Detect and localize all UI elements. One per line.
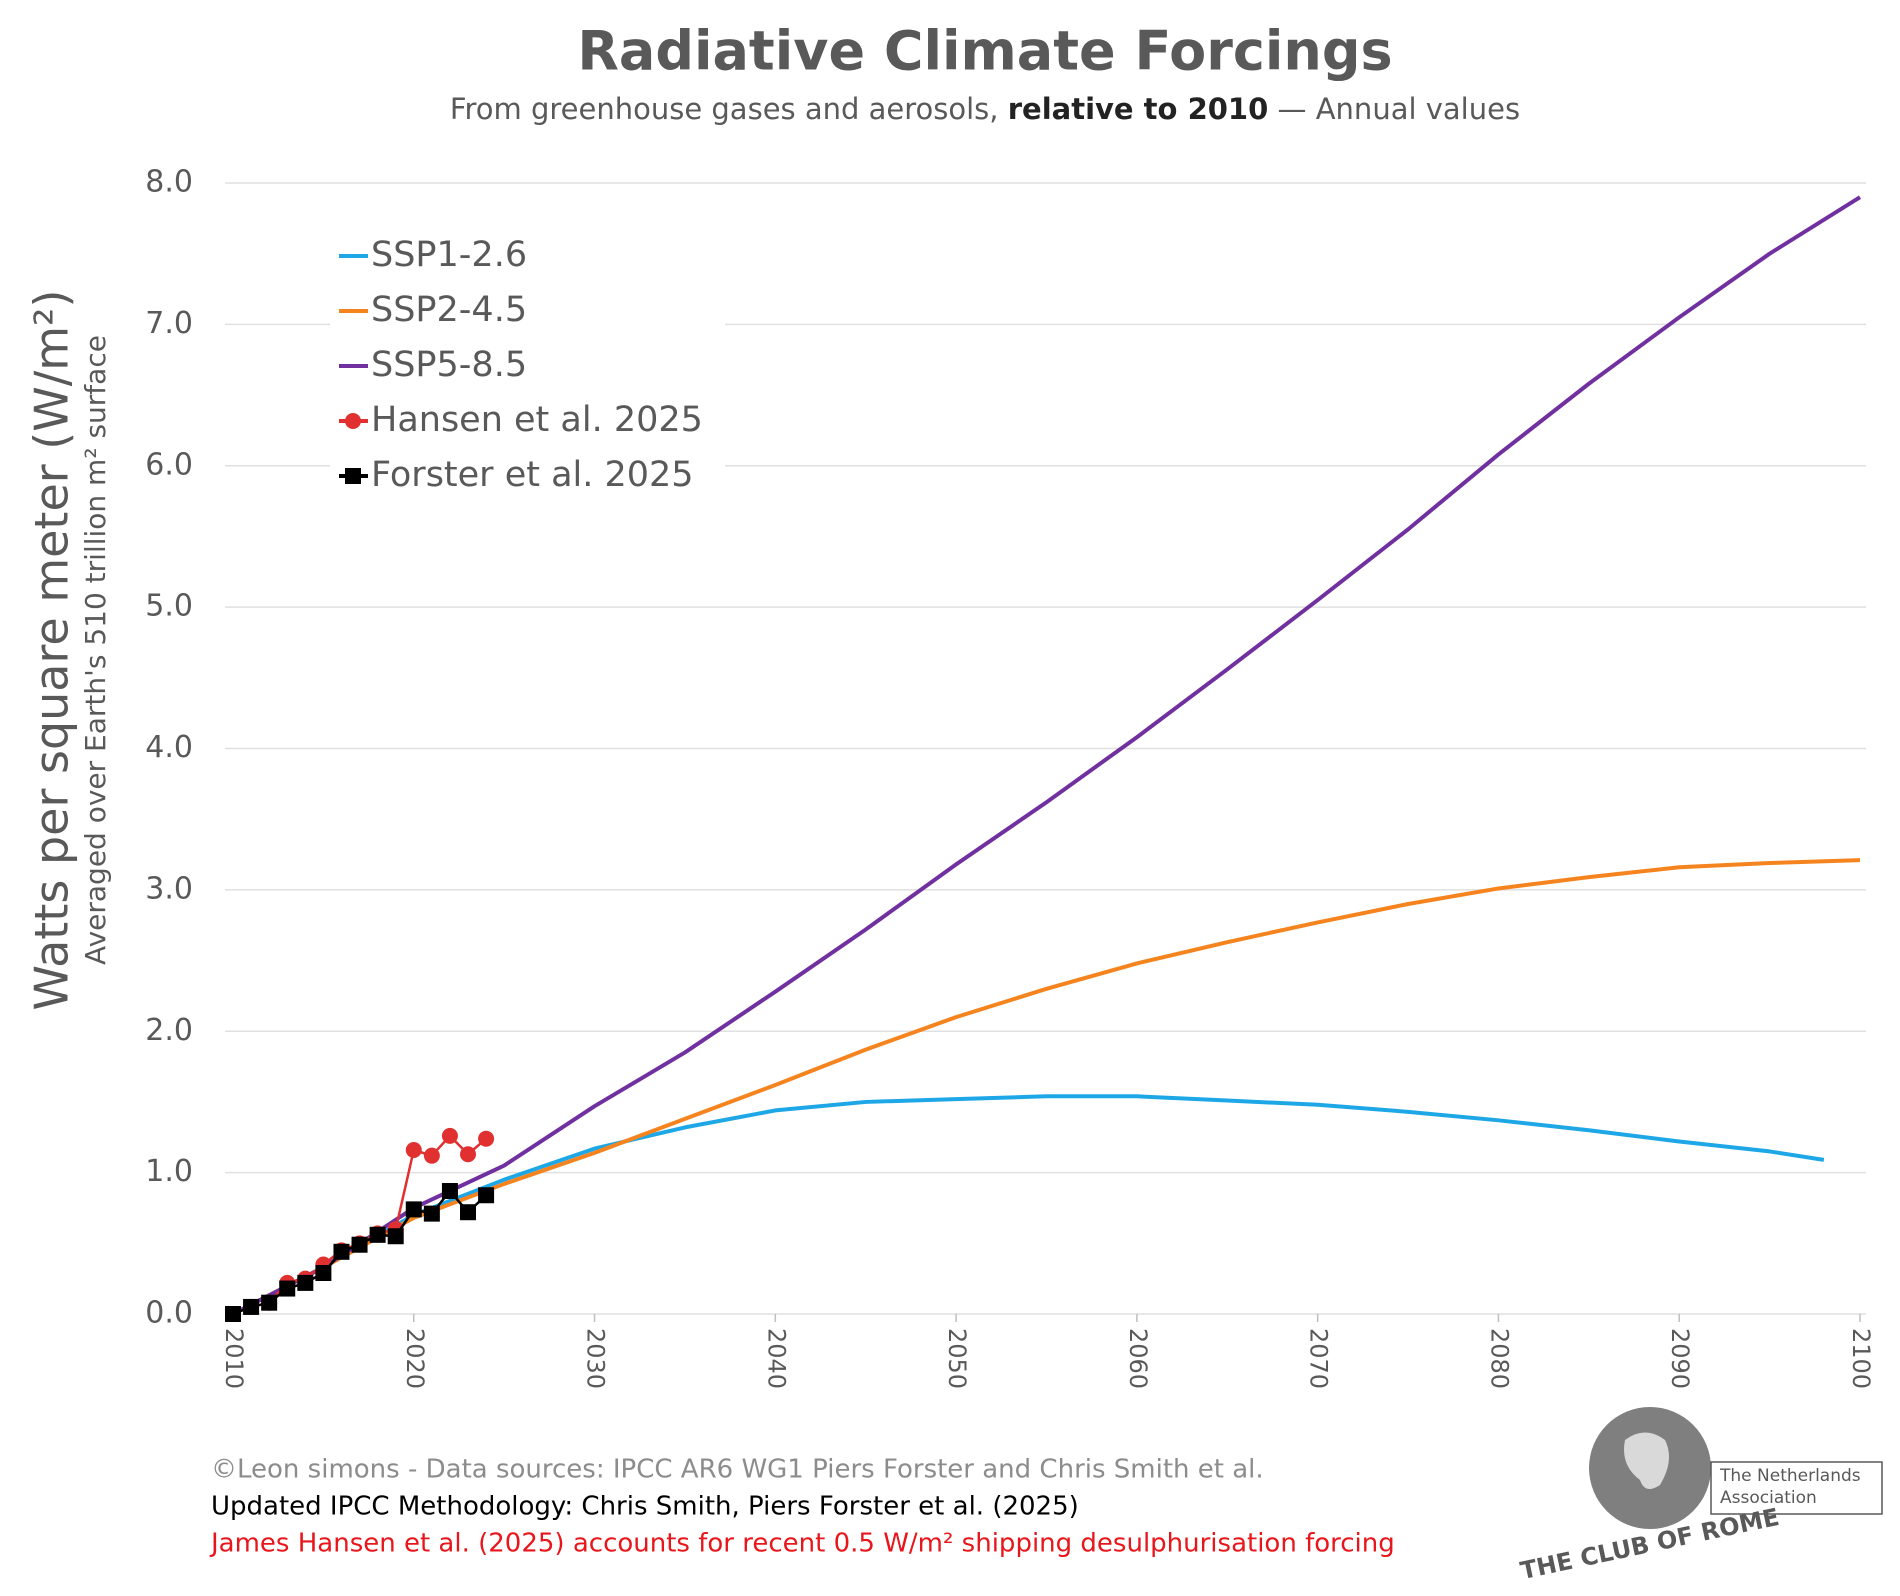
series-line <box>232 1094 1825 1316</box>
point <box>441 1127 458 1144</box>
point <box>423 1147 440 1164</box>
notes: ©Leon simons - Data sources: IPCC AR6 WG… <box>209 1455 1395 1559</box>
legend-background <box>330 230 725 500</box>
chart-title: Radiative Climate Forcings <box>577 20 1392 83</box>
subtitle-part: From greenhouse gases and aerosols, <box>450 92 1008 126</box>
x-tick-label: 2090 <box>1666 1328 1694 1389</box>
footnote: James Hansen et al. (2025) accounts for … <box>209 1529 1395 1559</box>
point <box>387 1228 404 1245</box>
point <box>315 1265 332 1282</box>
point <box>478 1187 495 1204</box>
point <box>423 1205 440 1222</box>
footnote: ©Leon simons - Data sources: IPCC AR6 WG… <box>211 1455 1264 1485</box>
legend-label: SSP2-4.5 <box>371 290 527 330</box>
point <box>279 1280 296 1297</box>
x-tick-label: 2050 <box>943 1328 971 1389</box>
y-axis-subtitle: Averaged over Earth's 510 trillion m² su… <box>79 335 112 965</box>
x-tick-label: 2020 <box>401 1328 429 1389</box>
y-tick-label: 3.0 <box>145 871 193 906</box>
y-tick-label: 8.0 <box>145 165 193 200</box>
legend-label: SSP5-8.5 <box>371 345 527 385</box>
point <box>351 1236 368 1253</box>
logo-association: Association <box>1720 1488 1817 1508</box>
subtitle-part: — Annual values <box>1268 92 1520 126</box>
y-tick-label: 6.0 <box>145 447 193 482</box>
point <box>243 1298 260 1315</box>
x-tick-label: 2060 <box>1124 1328 1152 1389</box>
y-tick-label: 0.0 <box>145 1296 193 1331</box>
series-line <box>232 195 1862 1316</box>
point <box>369 1226 386 1243</box>
logo-continent <box>1624 1432 1669 1489</box>
legend: SSP1-2.6 SSP2-4.5 SSP5-8.5 Hansen et al. 20… <box>330 230 725 500</box>
point <box>261 1294 278 1311</box>
y-tick-label: 5.0 <box>145 589 193 624</box>
x-tick-label: 2100 <box>1847 1328 1875 1389</box>
logo-box <box>1710 1461 1883 1515</box>
point <box>478 1130 495 1147</box>
y-tick-label: 4.0 <box>145 730 193 765</box>
point <box>405 1142 422 1159</box>
point <box>345 413 361 429</box>
point <box>460 1146 477 1163</box>
chart-subtitle: From greenhouse gases and aerosols, rela… <box>450 92 1520 126</box>
footnote: Updated IPCC Methodology: Chris Smith, P… <box>211 1492 1079 1522</box>
logo-association: The Netherlands <box>1719 1466 1861 1486</box>
series-line <box>232 858 1861 1316</box>
y-axis-title: Watts per square meter (W/m²) <box>25 290 79 1011</box>
series-line <box>232 1134 487 1316</box>
y-tick-label: 2.0 <box>145 1013 193 1048</box>
point <box>405 1201 422 1218</box>
subtitle-part: relative to 2010 <box>1008 92 1269 126</box>
point <box>460 1204 477 1221</box>
plot-area: 0.0 1.0 2.0 3.0 4.0 5.0 6.0 7.0 8.0 2010 2020 2030 2… <box>145 165 1875 1390</box>
point <box>441 1183 458 1200</box>
x-tick-label: 2080 <box>1485 1328 1513 1389</box>
legend-label: Forster et al. 2025 <box>371 455 694 495</box>
x-tick-label: 2040 <box>762 1328 790 1389</box>
x-tick-label: 2070 <box>1305 1328 1333 1389</box>
point <box>345 468 361 484</box>
point <box>333 1243 350 1260</box>
x-tick-label: 2030 <box>582 1328 610 1389</box>
legend-label: Hansen et al. 2025 <box>371 400 703 440</box>
legend-label: SSP1-2.6 <box>371 235 527 275</box>
logo: The Netherlands Association THE CLUB OF … <box>1518 1407 1883 1585</box>
y-tick-label: 7.0 <box>145 306 193 341</box>
x-tick-label: 2010 <box>220 1328 248 1389</box>
y-tick-label: 1.0 <box>145 1154 193 1189</box>
point <box>225 1306 241 1322</box>
point <box>297 1274 314 1291</box>
